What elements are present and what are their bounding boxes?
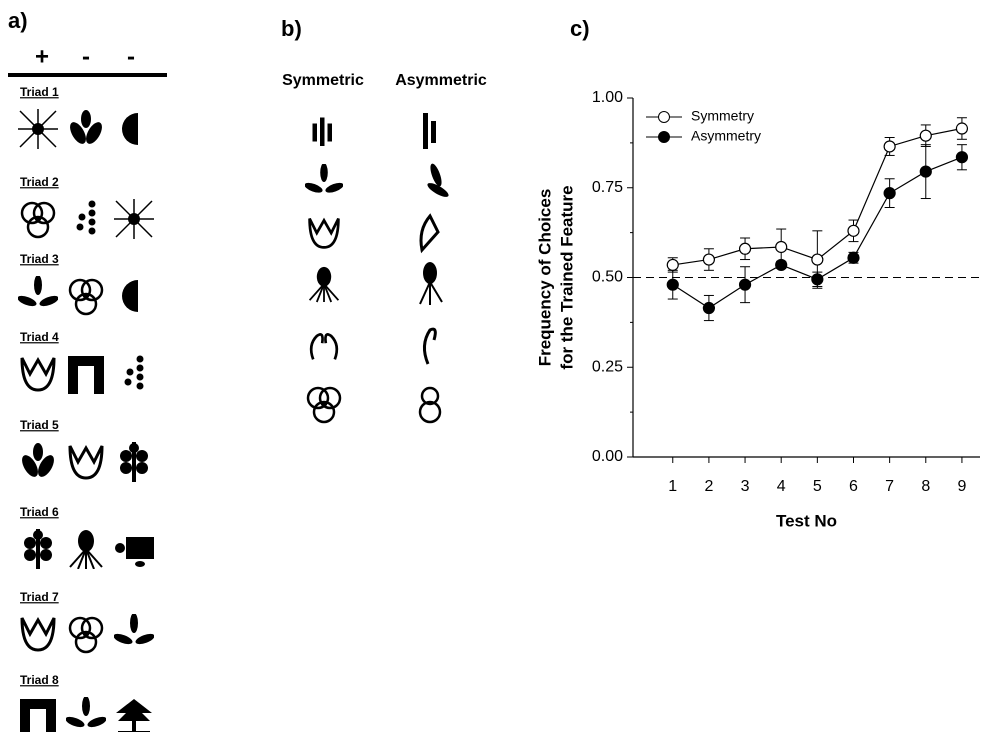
triad-icon (115, 537, 154, 567)
triad-icon (77, 201, 96, 235)
triad-icon (16, 275, 60, 308)
point (956, 123, 967, 134)
triad-label: Triad 5 (20, 418, 59, 432)
x-tick-label: 5 (813, 478, 822, 495)
point (776, 241, 787, 252)
legend-marker (659, 112, 670, 123)
point (812, 274, 823, 285)
triad-icon (120, 442, 148, 482)
point (776, 259, 787, 270)
triad-icon (122, 280, 138, 312)
point (667, 259, 678, 270)
triad-label: Triad 8 (20, 673, 59, 687)
point (740, 279, 751, 290)
chart: 0.00 0.25 0.50 0.75 1.00 1 2 3 4 5 6 7 8 9 Test No Freq… (535, 89, 980, 530)
y-tick-label: 0.50 (592, 269, 623, 286)
triad-icon (68, 356, 104, 394)
triad-label: Triad 6 (20, 505, 59, 519)
triad-icon (125, 356, 144, 390)
triad-icon (22, 203, 54, 237)
point (848, 252, 859, 263)
panel-label: a) (8, 8, 28, 33)
x-tick-label: 7 (885, 478, 894, 495)
figure: a) + - - Triad 1Triad 2Triad 3Triad 4Tri… (0, 0, 986, 732)
x-tick-label: 1 (668, 478, 677, 495)
triad-label: Triad 1 (20, 85, 59, 99)
sign: - (82, 43, 90, 70)
triad-icon (19, 443, 57, 479)
y-axis-title: for the Trained Feature (557, 185, 576, 369)
x-tick-label: 4 (777, 478, 786, 495)
column-header: Asymmetric (395, 72, 487, 89)
triad-icon (24, 529, 52, 569)
point (956, 152, 967, 163)
x-axis-title: Test No (776, 511, 837, 530)
legend-label: Asymmetry (691, 128, 761, 144)
triad-icon (112, 613, 156, 646)
point (884, 188, 895, 199)
triad-label: Triad 4 (20, 330, 59, 344)
triad-icon (114, 199, 154, 239)
point (920, 130, 931, 141)
triad-label: Triad 2 (20, 175, 59, 189)
x-tick-label: 2 (704, 478, 713, 495)
y-tick-label: 0.75 (592, 179, 623, 196)
point (812, 254, 823, 265)
x-tick-label: 8 (921, 478, 930, 495)
triad-icon (20, 699, 56, 732)
sign: + (35, 43, 49, 70)
triad-icon (70, 280, 102, 314)
point (703, 254, 714, 265)
x-tick-label: 6 (849, 478, 858, 495)
triad-icon (116, 699, 152, 732)
point (667, 279, 678, 290)
legend-marker (659, 132, 670, 143)
point (740, 243, 751, 254)
y-tick-label: 0.00 (592, 448, 623, 465)
legend-label: Symmetry (691, 108, 754, 124)
point (920, 166, 931, 177)
triad-icon (22, 618, 54, 650)
y-tick-label: 0.25 (592, 358, 623, 375)
triad-icon (18, 109, 58, 149)
symmetric-icons (303, 118, 344, 423)
column-header: Symmetric (282, 72, 364, 89)
sign: - (127, 43, 135, 70)
triads: Triad 1 Triad 2 Triad 3 Triad 4 Triad 5 Triad… (16, 85, 156, 732)
panel-label: c) (570, 16, 590, 41)
triad-icon (70, 618, 102, 652)
triad-label: Triad 3 (20, 252, 59, 266)
triad-icon (22, 358, 54, 390)
y-axis-title: Frequency of Choices (535, 189, 554, 367)
triad-icon (67, 110, 105, 146)
triad-icon (64, 696, 108, 729)
y-tick-label: 1.00 (592, 89, 623, 106)
x-tick-label: 3 (741, 478, 750, 495)
triad-icon (70, 446, 102, 478)
point (848, 225, 859, 236)
triad-icon (70, 530, 102, 569)
point (884, 141, 895, 152)
triad-icon (122, 113, 138, 145)
triad-label: Triad 7 (20, 590, 59, 604)
x-tick-label: 9 (957, 478, 966, 495)
point (703, 303, 714, 314)
panel-label: b) (281, 16, 302, 41)
asymmetric-icons (420, 113, 450, 422)
